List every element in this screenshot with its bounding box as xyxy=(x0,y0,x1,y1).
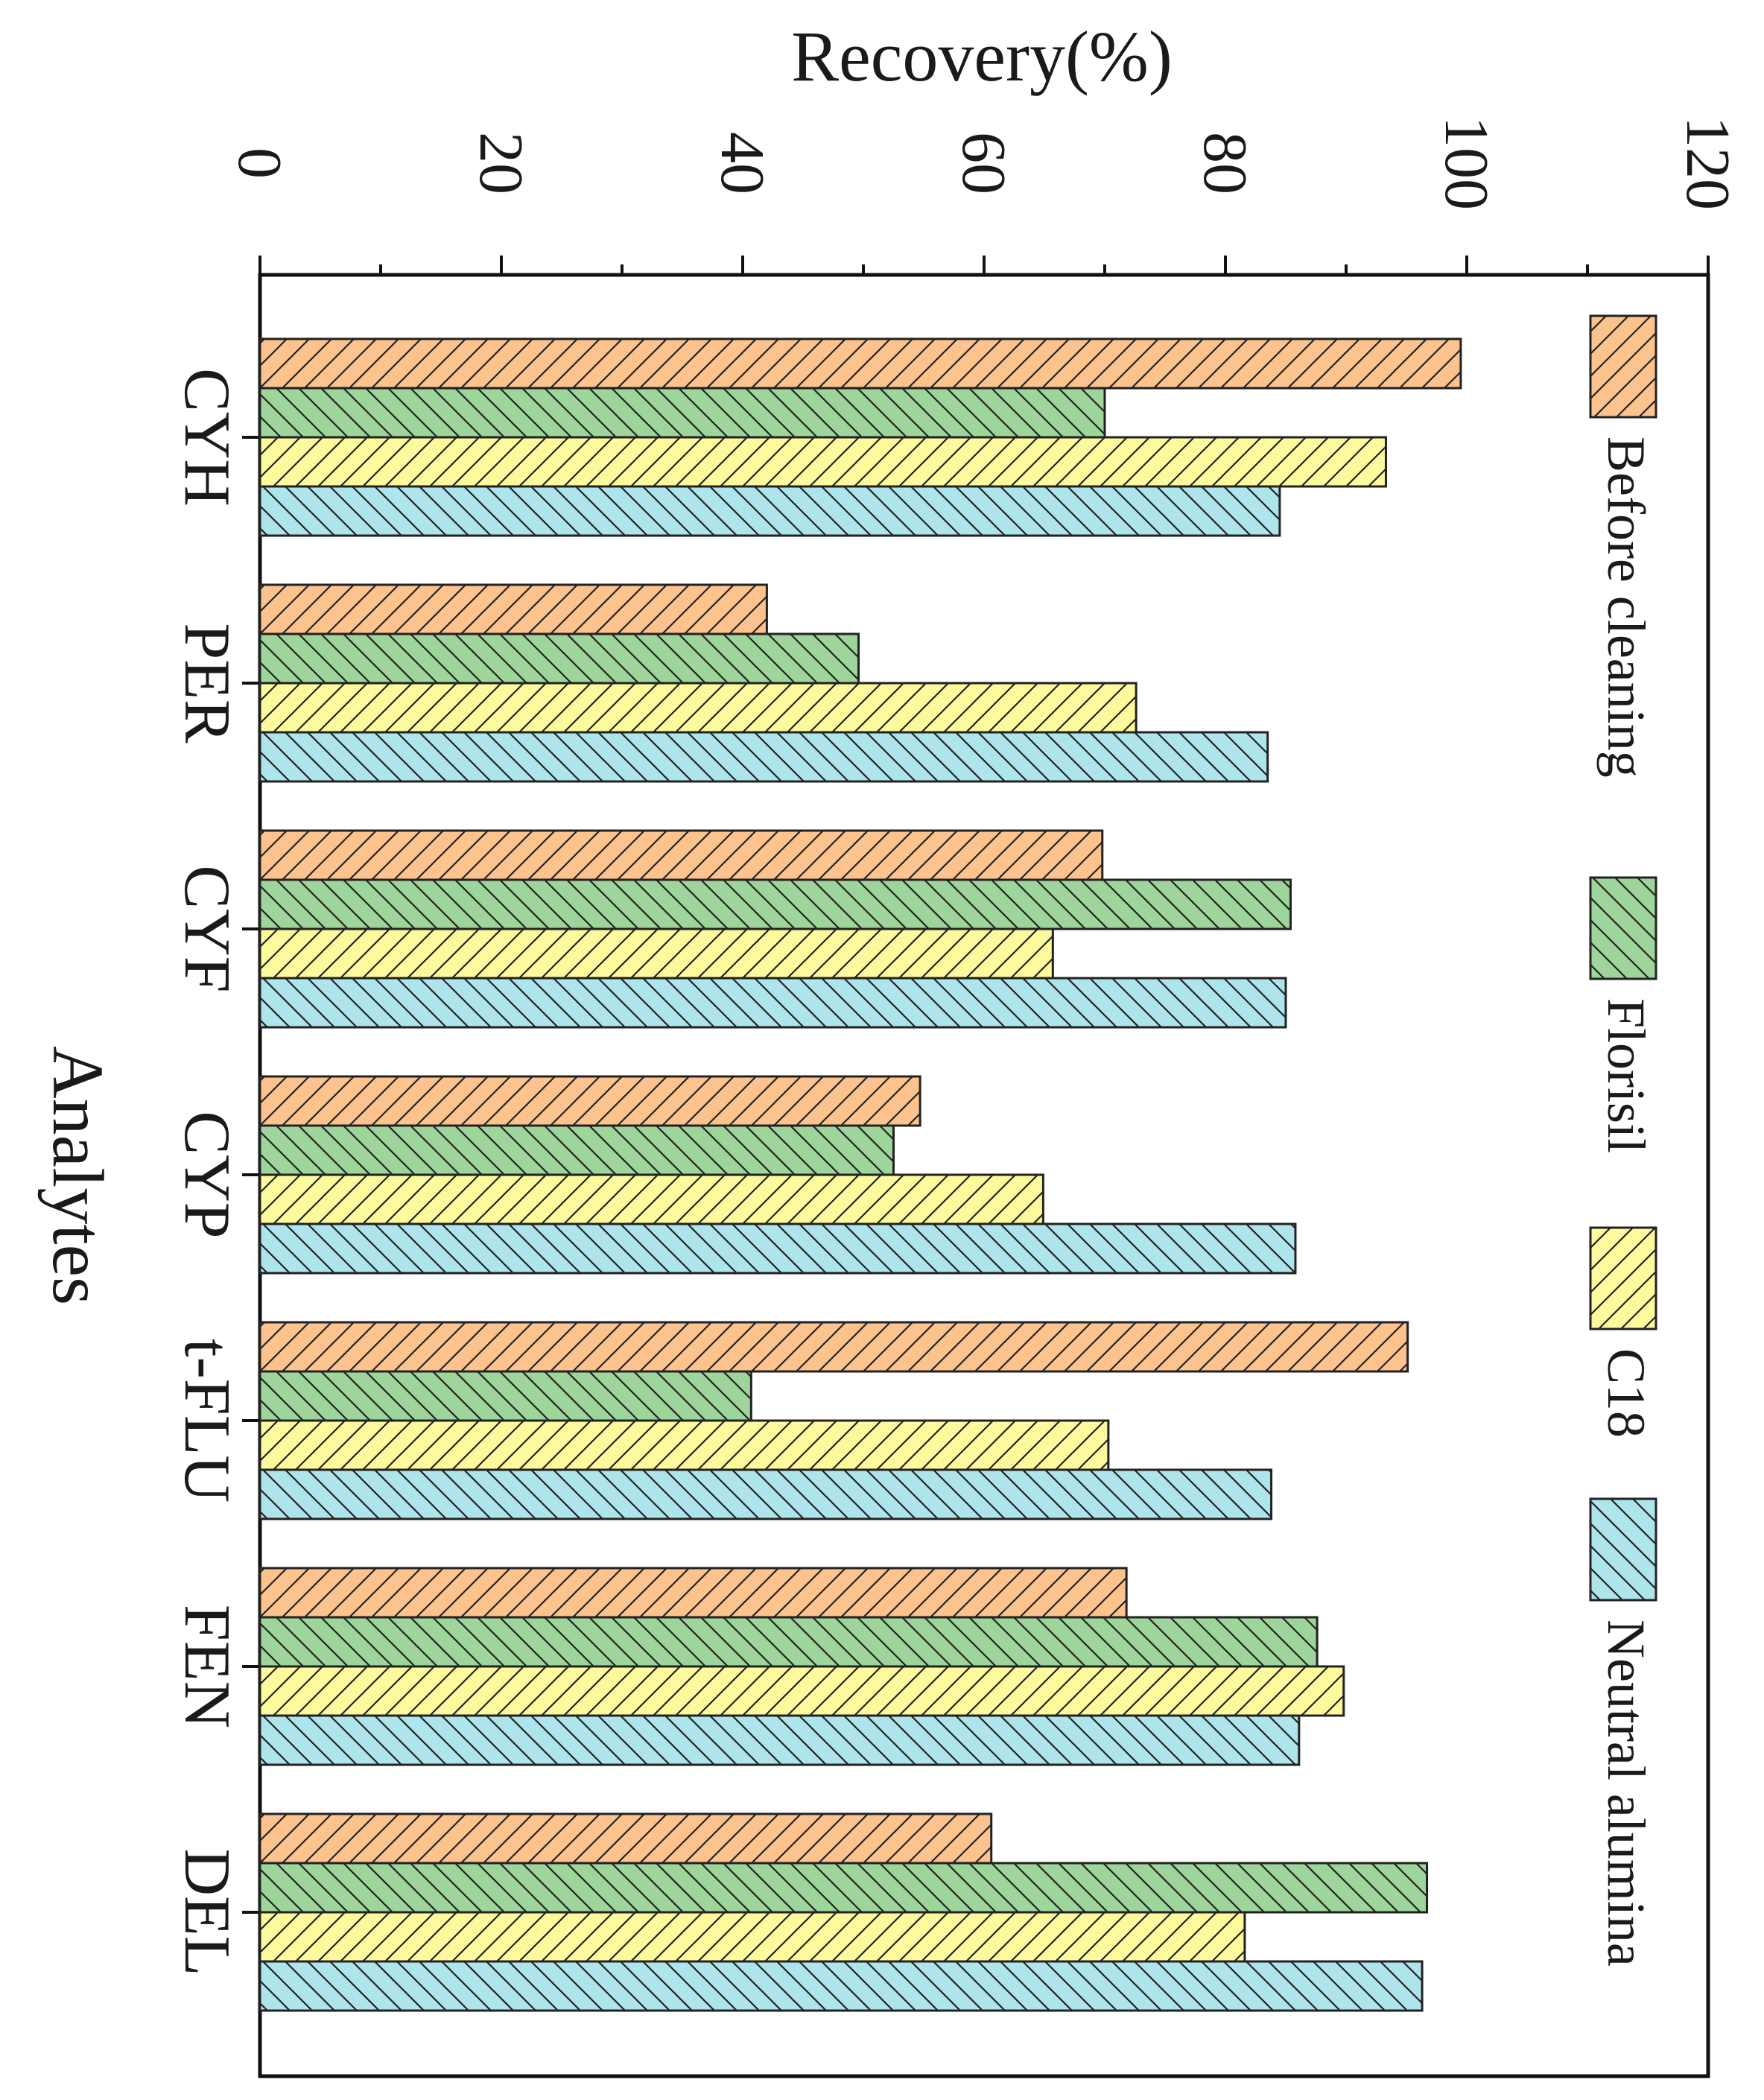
legend-item: C18 xyxy=(1589,1226,1657,1438)
legend-item: Neutral alumina xyxy=(1589,1497,1657,1967)
legend-swatch-hatch xyxy=(1589,314,1657,419)
bar xyxy=(258,1714,1301,1766)
bar xyxy=(258,387,1106,439)
legend-label: Neutral alumina xyxy=(1596,1620,1656,1967)
bar xyxy=(258,1468,1273,1520)
bar xyxy=(258,682,1138,734)
bar-hatch xyxy=(258,1862,1429,1914)
x-tick-label: 120 xyxy=(1673,116,1742,210)
bars xyxy=(258,337,1462,2012)
bar xyxy=(258,485,1281,537)
legend-item: Before cleaning xyxy=(1589,314,1657,778)
bar xyxy=(258,977,1287,1029)
bar-hatch xyxy=(258,337,1462,390)
bar xyxy=(258,1812,993,1865)
bar xyxy=(258,632,860,685)
x-tick-label: 0 xyxy=(225,147,294,179)
bar-hatch xyxy=(258,1812,993,1865)
bar xyxy=(258,927,1054,980)
bar xyxy=(258,1222,1297,1275)
category-label: FEN xyxy=(171,1605,243,1728)
category-label: DEL xyxy=(171,1848,243,1976)
legend-swatch-hatch xyxy=(1589,1226,1657,1330)
plot-area: 0 20 40 60 80 100 120 CYH PER CYF CYP t-FLU FEN DEL B… xyxy=(171,116,1742,2078)
bar-hatch xyxy=(258,485,1281,537)
legend-item: Florisil xyxy=(1589,876,1657,1153)
bar xyxy=(258,1665,1345,1717)
bar xyxy=(258,1075,921,1127)
category-label: CYH xyxy=(171,368,243,507)
bar-hatch xyxy=(258,829,1104,881)
category-label: CYP xyxy=(171,1111,243,1238)
bar xyxy=(258,337,1462,390)
bar xyxy=(258,1321,1409,1373)
x-tick-label: 40 xyxy=(708,132,777,194)
bar-hatch xyxy=(258,1665,1345,1717)
legend-label: Before cleaning xyxy=(1596,437,1656,778)
bar-hatch xyxy=(258,1222,1297,1275)
y-axis-title: Analytes xyxy=(37,1046,118,1305)
legend: Before cleaning Florisil C18 Neutral alumin… xyxy=(1589,314,1657,1967)
bar-hatch xyxy=(258,1714,1301,1766)
bar xyxy=(258,829,1104,881)
bar-hatch xyxy=(258,1419,1110,1471)
bar xyxy=(258,731,1269,783)
bar-hatch xyxy=(258,1468,1273,1520)
legend-swatch-hatch xyxy=(1589,876,1657,980)
bar-hatch xyxy=(258,1075,921,1127)
x-tick-label: 100 xyxy=(1432,116,1501,210)
legend-swatch-hatch xyxy=(1589,1497,1657,1602)
bar xyxy=(258,1419,1110,1471)
bar-hatch xyxy=(258,1616,1319,1668)
x-tick-label: 80 xyxy=(1190,132,1260,194)
bar-hatch xyxy=(258,387,1106,439)
bar xyxy=(258,583,768,635)
category-label: t-FLU xyxy=(171,1339,243,1503)
bar xyxy=(258,1370,752,1422)
bar-hatch xyxy=(258,1960,1424,2012)
bar-hatch xyxy=(258,1173,1044,1225)
bar-hatch xyxy=(258,731,1269,783)
bar-hatch xyxy=(258,927,1054,980)
bar-hatch xyxy=(258,878,1292,930)
bar xyxy=(258,1567,1128,1619)
bar xyxy=(258,1911,1246,1963)
bar-hatch xyxy=(258,682,1138,734)
bar-hatch xyxy=(258,1911,1246,1963)
bar-hatch xyxy=(258,632,860,685)
bar xyxy=(258,1862,1429,1914)
x-tick-label: 20 xyxy=(466,132,536,194)
category-label: PER xyxy=(171,623,243,743)
category-label: CYF xyxy=(171,865,243,992)
x-tick-label: 60 xyxy=(949,132,1018,194)
legend-label: C18 xyxy=(1596,1348,1656,1438)
bar xyxy=(258,1616,1319,1668)
legend-label: Florisil xyxy=(1596,998,1656,1153)
bar-hatch xyxy=(258,1321,1409,1373)
bar xyxy=(258,1960,1424,2012)
bar-hatch xyxy=(258,1567,1128,1619)
bar xyxy=(258,1124,895,1176)
bar xyxy=(258,878,1292,930)
axis-ticks: 0 20 40 60 80 100 120 CYH PER CYF CYP t-FLU FEN DEL xyxy=(171,116,1742,1976)
bar xyxy=(258,1173,1044,1225)
bar-hatch xyxy=(258,1124,895,1176)
bar-hatch xyxy=(258,436,1387,488)
bar xyxy=(258,436,1387,488)
x-axis-title: Recovery(%) xyxy=(791,16,1173,96)
bar-hatch xyxy=(258,977,1287,1029)
bar-hatch xyxy=(258,1370,752,1422)
bar-hatch xyxy=(258,583,768,635)
